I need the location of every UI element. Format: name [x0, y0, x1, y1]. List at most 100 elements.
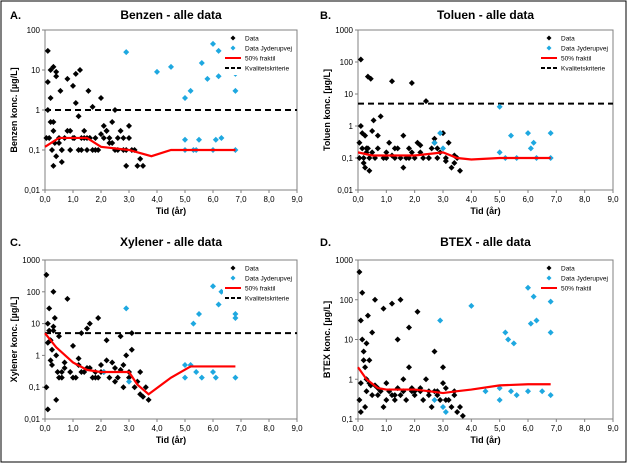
x-tick-label: 8,0 — [263, 424, 275, 433]
jyderupvej-point — [215, 301, 222, 308]
x-tick-label: 8,0 — [579, 424, 591, 433]
jyderupvej-point — [547, 298, 554, 305]
data-point — [78, 369, 85, 376]
x-tick-label: 8,0 — [579, 195, 591, 204]
jyderupvej-point — [437, 130, 444, 137]
data-point — [400, 164, 407, 171]
data-point — [442, 397, 449, 404]
jyderupvej-point — [502, 329, 509, 336]
data-point — [56, 374, 62, 381]
jyderupvej-point — [232, 311, 239, 318]
x-tick-label: 5,0 — [494, 424, 506, 433]
x-tick-label: 1,0 — [67, 195, 79, 204]
data-point — [451, 159, 458, 166]
data-point — [92, 134, 99, 141]
data-point — [44, 339, 51, 346]
jyderupvej-point — [218, 134, 225, 141]
data-point — [126, 134, 132, 141]
legend-entry-label: 50% fraktil — [561, 286, 592, 293]
data-point — [425, 155, 432, 161]
x-tick-label: 3,0 — [437, 424, 449, 433]
data-point — [44, 406, 51, 413]
jyderupvej-point — [210, 369, 216, 376]
data-point — [363, 388, 370, 395]
jyderupvej-point — [496, 397, 503, 404]
data-point — [100, 122, 107, 129]
data-point — [372, 296, 378, 303]
data-point — [357, 56, 364, 63]
median-line — [357, 151, 551, 161]
legend-entry-label: Data — [561, 36, 575, 43]
jyderupvej-point — [468, 302, 475, 309]
data-point — [49, 147, 55, 153]
jyderupvej-point — [215, 73, 222, 80]
legend-entry-label: 50% fraktil — [245, 56, 276, 63]
data-point — [457, 167, 463, 174]
data-point — [377, 113, 384, 120]
data-point — [123, 352, 130, 359]
data-point — [64, 75, 71, 82]
y-tick-label: 0,01 — [337, 186, 353, 195]
data-point — [44, 320, 51, 327]
data-point — [70, 342, 76, 349]
data-point — [64, 295, 71, 302]
data-point — [106, 139, 113, 146]
data-point — [92, 374, 99, 381]
legend-entry-label: Kvalitetskriterie — [245, 296, 289, 303]
y-tick-label: 10 — [344, 336, 353, 345]
jyderupvej-point — [525, 284, 531, 291]
data-point — [403, 397, 410, 404]
data-point — [145, 396, 152, 403]
x-tick-label: 6,0 — [522, 195, 534, 204]
legend-entry-label: Kvalitetskriterie — [561, 66, 605, 73]
y-tick-label: 1000 — [22, 256, 40, 265]
x-tick-label: 4,0 — [151, 195, 163, 204]
x-tick-label: 4,0 — [151, 424, 163, 433]
y-tick-label: 1 — [349, 375, 354, 384]
data-point — [72, 70, 79, 77]
jyderupvej-point — [198, 59, 205, 66]
x-tick-label: 8,0 — [263, 195, 275, 204]
jyderupvej-point — [547, 130, 554, 137]
legend-entry-label: Data — [561, 266, 575, 273]
y-tick-label: 1000 — [335, 26, 353, 35]
data-point — [47, 94, 54, 101]
data-point — [46, 305, 53, 312]
data-point — [70, 82, 76, 89]
x-tick-label: 7,0 — [235, 195, 247, 204]
data-point — [50, 288, 57, 295]
jyderupvej-point — [513, 392, 520, 399]
legend-entry-label: Data Jyderupvej — [561, 46, 608, 53]
data-point — [131, 384, 138, 391]
data-point — [117, 127, 124, 134]
jyderupvej-point — [196, 311, 202, 318]
data-point — [77, 67, 83, 73]
jyderupvej-point — [510, 340, 517, 347]
data-point — [120, 134, 127, 141]
data-point — [140, 393, 146, 400]
data-point — [44, 107, 51, 113]
jyderupvej-point — [212, 374, 219, 381]
x-tick-label: 2,0 — [409, 195, 421, 204]
data-point — [423, 376, 429, 383]
x-tick-label: 2,0 — [409, 424, 421, 433]
jyderupvej-point — [440, 404, 446, 411]
data-point — [50, 162, 57, 169]
x-tick-label: 0,0 — [352, 424, 364, 433]
legend-marker-jyderupvej — [230, 45, 236, 51]
x-tick-label: 0,0 — [39, 424, 51, 433]
data-point — [359, 130, 366, 137]
data-point — [406, 324, 412, 331]
y-axis-label: Benzen konc. [µg/L] — [9, 67, 19, 152]
x-axis-label: Tid (år) — [156, 435, 186, 445]
data-point — [445, 139, 452, 146]
data-point — [357, 123, 364, 129]
data-point — [360, 357, 367, 364]
data-point — [137, 155, 144, 162]
data-point — [363, 340, 370, 347]
jyderupvej-point — [198, 374, 205, 381]
x-tick-label: 6,0 — [207, 195, 219, 204]
panel-label: B. — [320, 10, 331, 22]
legend-entry-label: Data Jyderupvej — [245, 276, 292, 283]
jyderupvej-point — [168, 63, 174, 70]
